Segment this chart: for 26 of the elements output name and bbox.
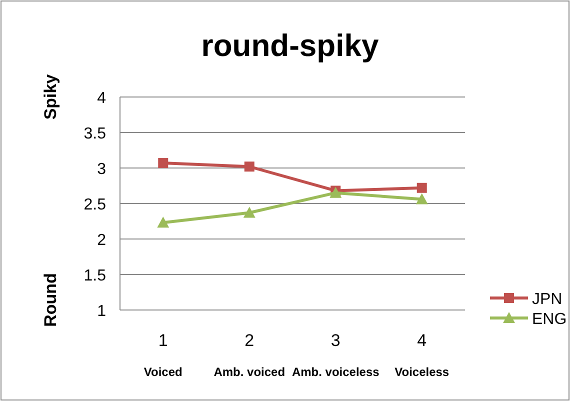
legend-label: ENG <box>532 311 567 328</box>
point <box>243 206 256 218</box>
y-tick-label: 3 <box>97 161 106 178</box>
point <box>158 158 168 168</box>
text: Round <box>41 273 60 327</box>
point <box>416 193 428 204</box>
text: Amb. voiceless <box>292 365 380 379</box>
legend-label: JPN <box>532 291 562 308</box>
y-tick-label: 1.5 <box>84 268 106 284</box>
text: Amb. voiced <box>214 365 286 379</box>
y-axis-title: Spiky <box>41 74 60 120</box>
y-tick-label: 2 <box>97 232 106 249</box>
y-tick-label: 1 <box>97 303 106 320</box>
y-tick-label: 3.5 <box>84 126 106 142</box>
x-tick-label: 3 <box>330 331 340 350</box>
y-tick-label: 4 <box>97 90 106 107</box>
chart-title: round-spiky <box>201 28 380 63</box>
text: Voiceless <box>394 365 450 379</box>
x-tick-label: 2 <box>244 331 254 350</box>
y-tick-label: 2.5 <box>84 196 106 214</box>
x-tick-label: 1 <box>158 331 168 350</box>
point <box>416 182 427 193</box>
point <box>157 216 170 228</box>
x-tick-label: 4 <box>417 331 427 350</box>
point <box>244 162 254 172</box>
text: Voiced <box>144 365 182 379</box>
